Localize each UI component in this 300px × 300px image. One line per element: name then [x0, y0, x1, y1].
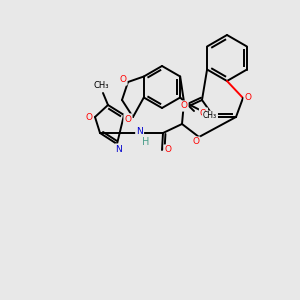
Text: CH₃: CH₃	[203, 112, 217, 121]
Text: O: O	[244, 94, 251, 103]
Text: H: H	[142, 137, 150, 147]
Text: CH₃: CH₃	[93, 82, 109, 91]
Text: O: O	[124, 115, 131, 124]
Text: O: O	[85, 112, 92, 122]
Text: O: O	[164, 146, 172, 154]
Text: O: O	[200, 109, 207, 118]
Text: O: O	[119, 76, 127, 85]
Text: N: N	[136, 128, 143, 136]
Text: N: N	[116, 145, 122, 154]
Text: O: O	[181, 101, 188, 110]
Text: O: O	[193, 137, 200, 146]
